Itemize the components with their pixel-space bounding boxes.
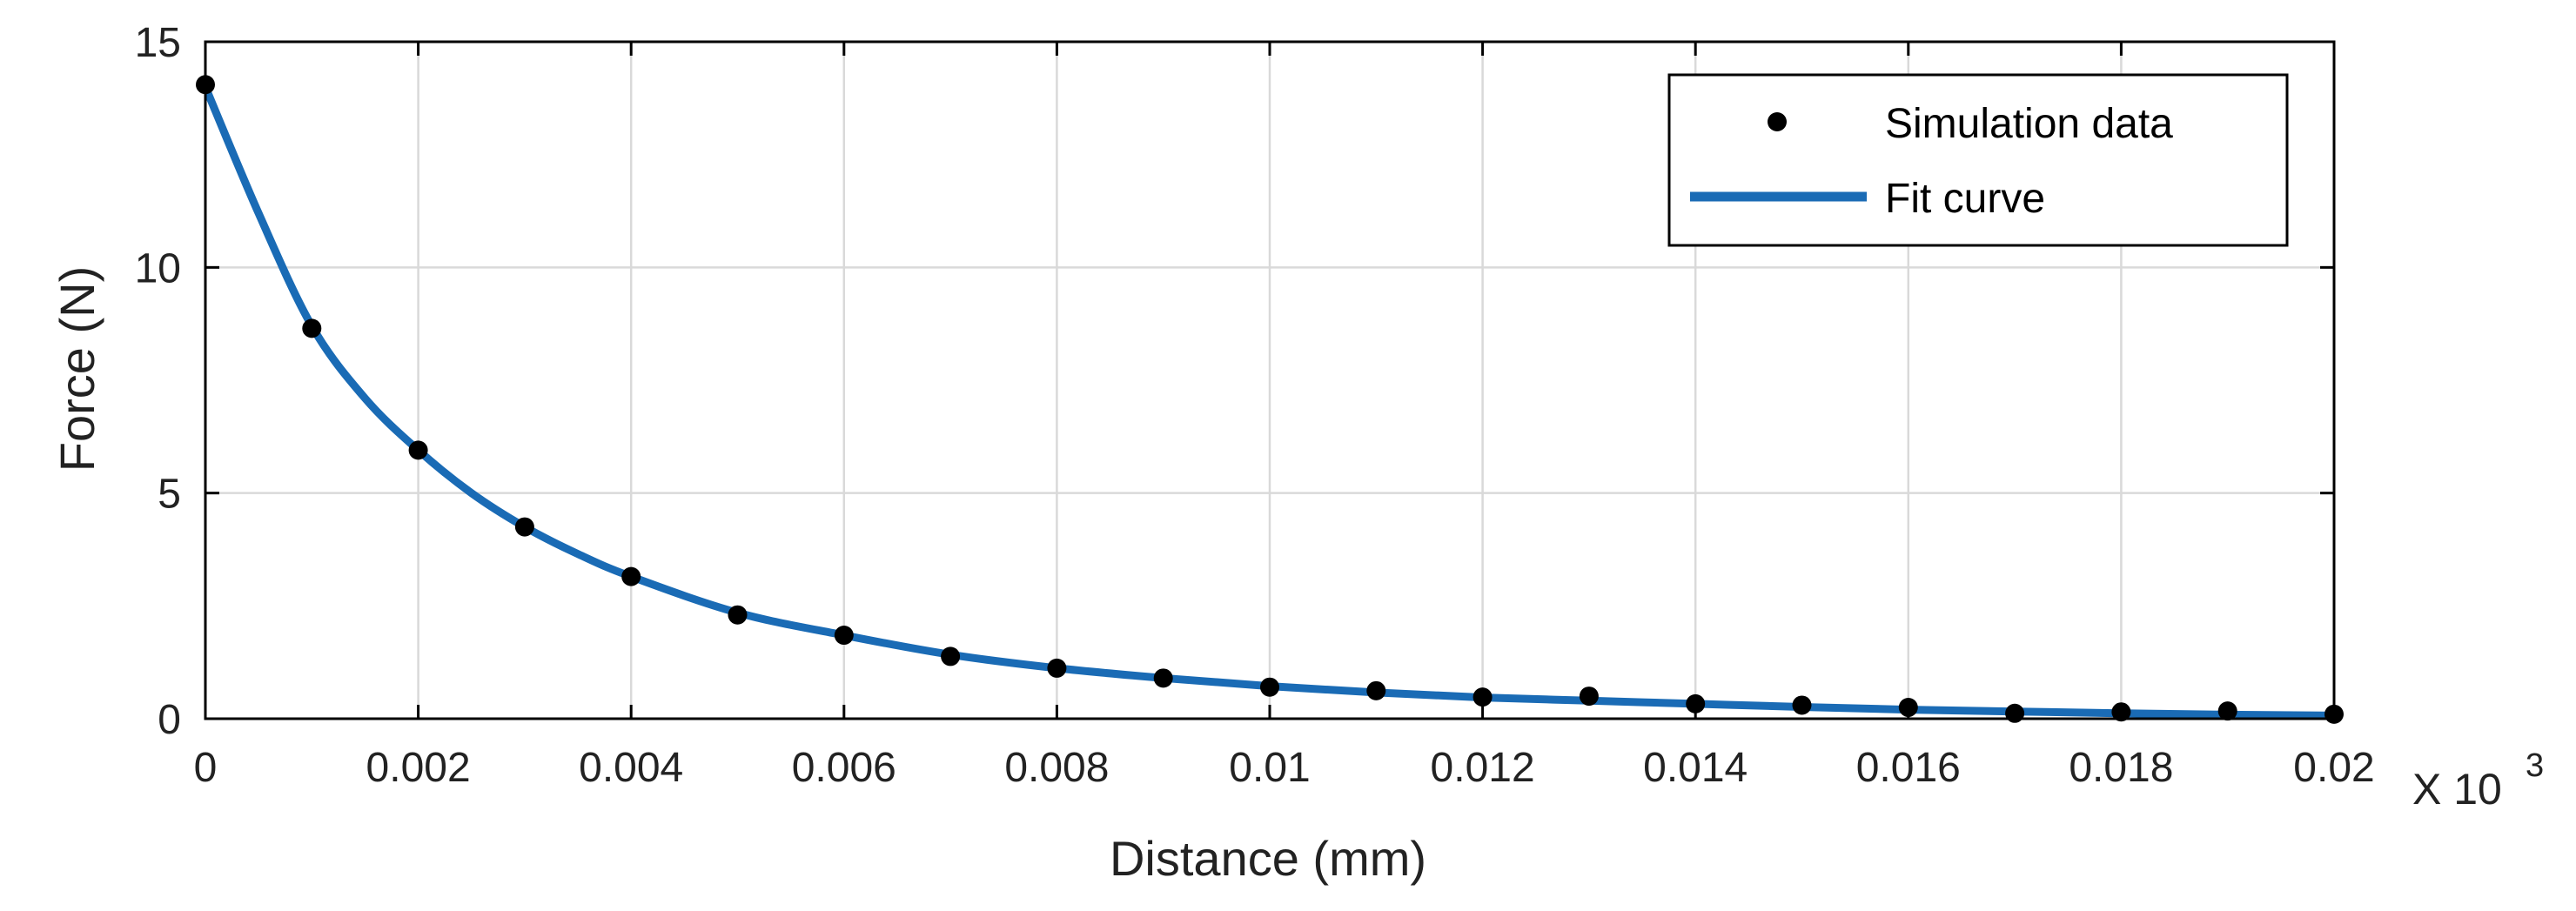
x-tick-label: 0.006 [792, 745, 896, 791]
x-tick-label: 0.018 [2069, 745, 2173, 791]
data-point [1260, 677, 1279, 697]
axis-ticks [204, 40, 2336, 720]
y-axis-label: Force (N) [50, 266, 104, 472]
x-multiplier: X 10 3 [2412, 747, 2544, 814]
x-tick-label: 0.008 [1004, 745, 1109, 791]
data-point [1366, 680, 1386, 700]
data-point [1792, 695, 1812, 715]
data-point [302, 318, 322, 338]
y-tick-label: 0 [158, 697, 181, 743]
data-point [728, 605, 748, 625]
data-point [1153, 668, 1173, 688]
legend-box [1667, 73, 2289, 247]
y-tick-label: 10 [135, 245, 181, 291]
data-point [514, 517, 534, 537]
x-tick-label: 0.002 [366, 745, 471, 791]
x-tick-label: 0.012 [1431, 745, 1535, 791]
data-point [1686, 693, 1706, 713]
data-point [941, 646, 961, 667]
data-point [621, 566, 641, 586]
x-multiplier-exponent: 3 [2526, 747, 2544, 784]
x-tick-label: 0.02 [2293, 745, 2374, 791]
data-point [408, 440, 428, 460]
x-axis-label: Distance (mm) [1110, 831, 1426, 886]
x-tick-label: 0.004 [579, 745, 683, 791]
data-point [1047, 658, 1067, 678]
x-multiplier-base: X 10 [2412, 765, 2502, 814]
y-tick-label: 15 [135, 20, 181, 66]
legend-label-simulation-data: Simulation data [1885, 101, 2173, 147]
tick-labels: 0 0.002 0.004 0.006 0.008 0.01 0.012 0.014 0.016… [135, 20, 2375, 791]
legend: Simulation data Fit curve [1667, 73, 2289, 247]
x-tick-label: 0.016 [1856, 745, 1961, 791]
legend-marker-simulation-data [1768, 112, 1787, 131]
x-tick-label: 0 [194, 745, 218, 791]
data-point [1579, 687, 1599, 707]
data-point [834, 626, 854, 646]
legend-label-fit-curve: Fit curve [1885, 176, 2045, 222]
x-tick-label: 0.014 [1643, 745, 1748, 791]
data-point [2217, 701, 2237, 721]
y-tick-label: 5 [158, 472, 181, 518]
x-tick-label: 0.01 [1229, 745, 1310, 791]
data-point [1472, 687, 1493, 707]
